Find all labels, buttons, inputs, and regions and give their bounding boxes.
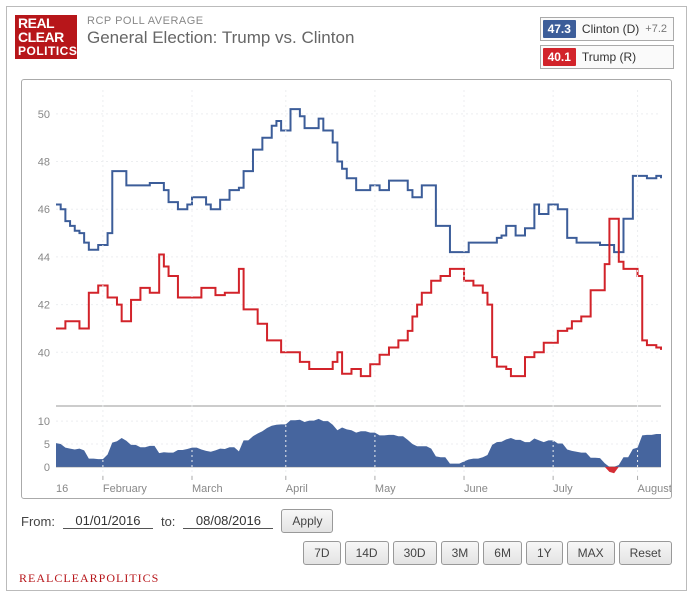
from-date-input[interactable] (63, 513, 153, 529)
header: REAL CLEAR POLITICS RCP POLL AVERAGE Gen… (7, 7, 686, 75)
svg-text:46: 46 (38, 204, 50, 216)
to-label: to: (161, 514, 175, 529)
legend-name: Trump (R) (582, 50, 636, 64)
logo-line: POLITICS (18, 44, 74, 58)
date-range-row: From: to: Apply (21, 509, 672, 533)
supertitle: RCP POLL AVERAGE (87, 15, 528, 27)
legend-value: 40.1 (543, 48, 576, 66)
from-label: From: (21, 514, 55, 529)
range-buttons: 7D14D30D3M6M1YMAXReset (21, 541, 672, 565)
footer-brand: REALCLEARPOLITICS (19, 571, 159, 586)
svg-text:44: 44 (38, 252, 50, 264)
apply-button[interactable]: Apply (281, 509, 333, 533)
svg-text:0: 0 (44, 462, 50, 474)
page-title: General Election: Trump vs. Clinton (87, 28, 528, 48)
svg-text:40: 40 (38, 347, 50, 359)
legend-name: Clinton (D) (582, 22, 639, 36)
svg-text:42: 42 (38, 300, 50, 312)
legend-item[interactable]: 40.1 Trump (R) (540, 45, 674, 69)
svg-text:April: April (286, 483, 308, 495)
legend: 47.3 Clinton (D) +7.2 40.1 Trump (R) (538, 15, 676, 71)
svg-text:May: May (375, 483, 396, 495)
range-button-reset[interactable]: Reset (619, 541, 672, 565)
range-button-3m[interactable]: 3M (441, 541, 480, 565)
controls: From: to: Apply 7D14D30D3M6M1YMAXReset (7, 501, 686, 569)
range-button-6m[interactable]: 6M (483, 541, 522, 565)
range-button-7d[interactable]: 7D (303, 541, 340, 565)
svg-text:16: 16 (56, 483, 68, 495)
range-button-max[interactable]: MAX (567, 541, 615, 565)
svg-text:August: August (638, 483, 671, 495)
svg-text:March: March (192, 483, 223, 495)
to-date-input[interactable] (183, 513, 273, 529)
svg-text:July: July (553, 483, 573, 495)
svg-text:50: 50 (38, 109, 50, 121)
svg-text:February: February (103, 483, 148, 495)
range-button-14d[interactable]: 14D (345, 541, 389, 565)
range-button-1y[interactable]: 1Y (526, 541, 563, 565)
svg-text:48: 48 (38, 157, 50, 169)
svg-text:June: June (464, 483, 488, 495)
poll-chart[interactable]: 40 42 44 46 48 50 0 5 10 16 February March April May J… (21, 79, 672, 499)
range-button-30d[interactable]: 30D (393, 541, 437, 565)
legend-value: 47.3 (543, 20, 576, 38)
legend-lead: +7.2 (645, 23, 667, 35)
logo-line: REAL (18, 16, 74, 30)
legend-item[interactable]: 47.3 Clinton (D) +7.2 (540, 17, 674, 41)
svg-text:5: 5 (44, 439, 50, 451)
rcp-logo: REAL CLEAR POLITICS (15, 15, 77, 59)
svg-text:10: 10 (38, 416, 50, 428)
logo-line: CLEAR (18, 30, 74, 44)
title-block: RCP POLL AVERAGE General Election: Trump… (87, 15, 528, 48)
